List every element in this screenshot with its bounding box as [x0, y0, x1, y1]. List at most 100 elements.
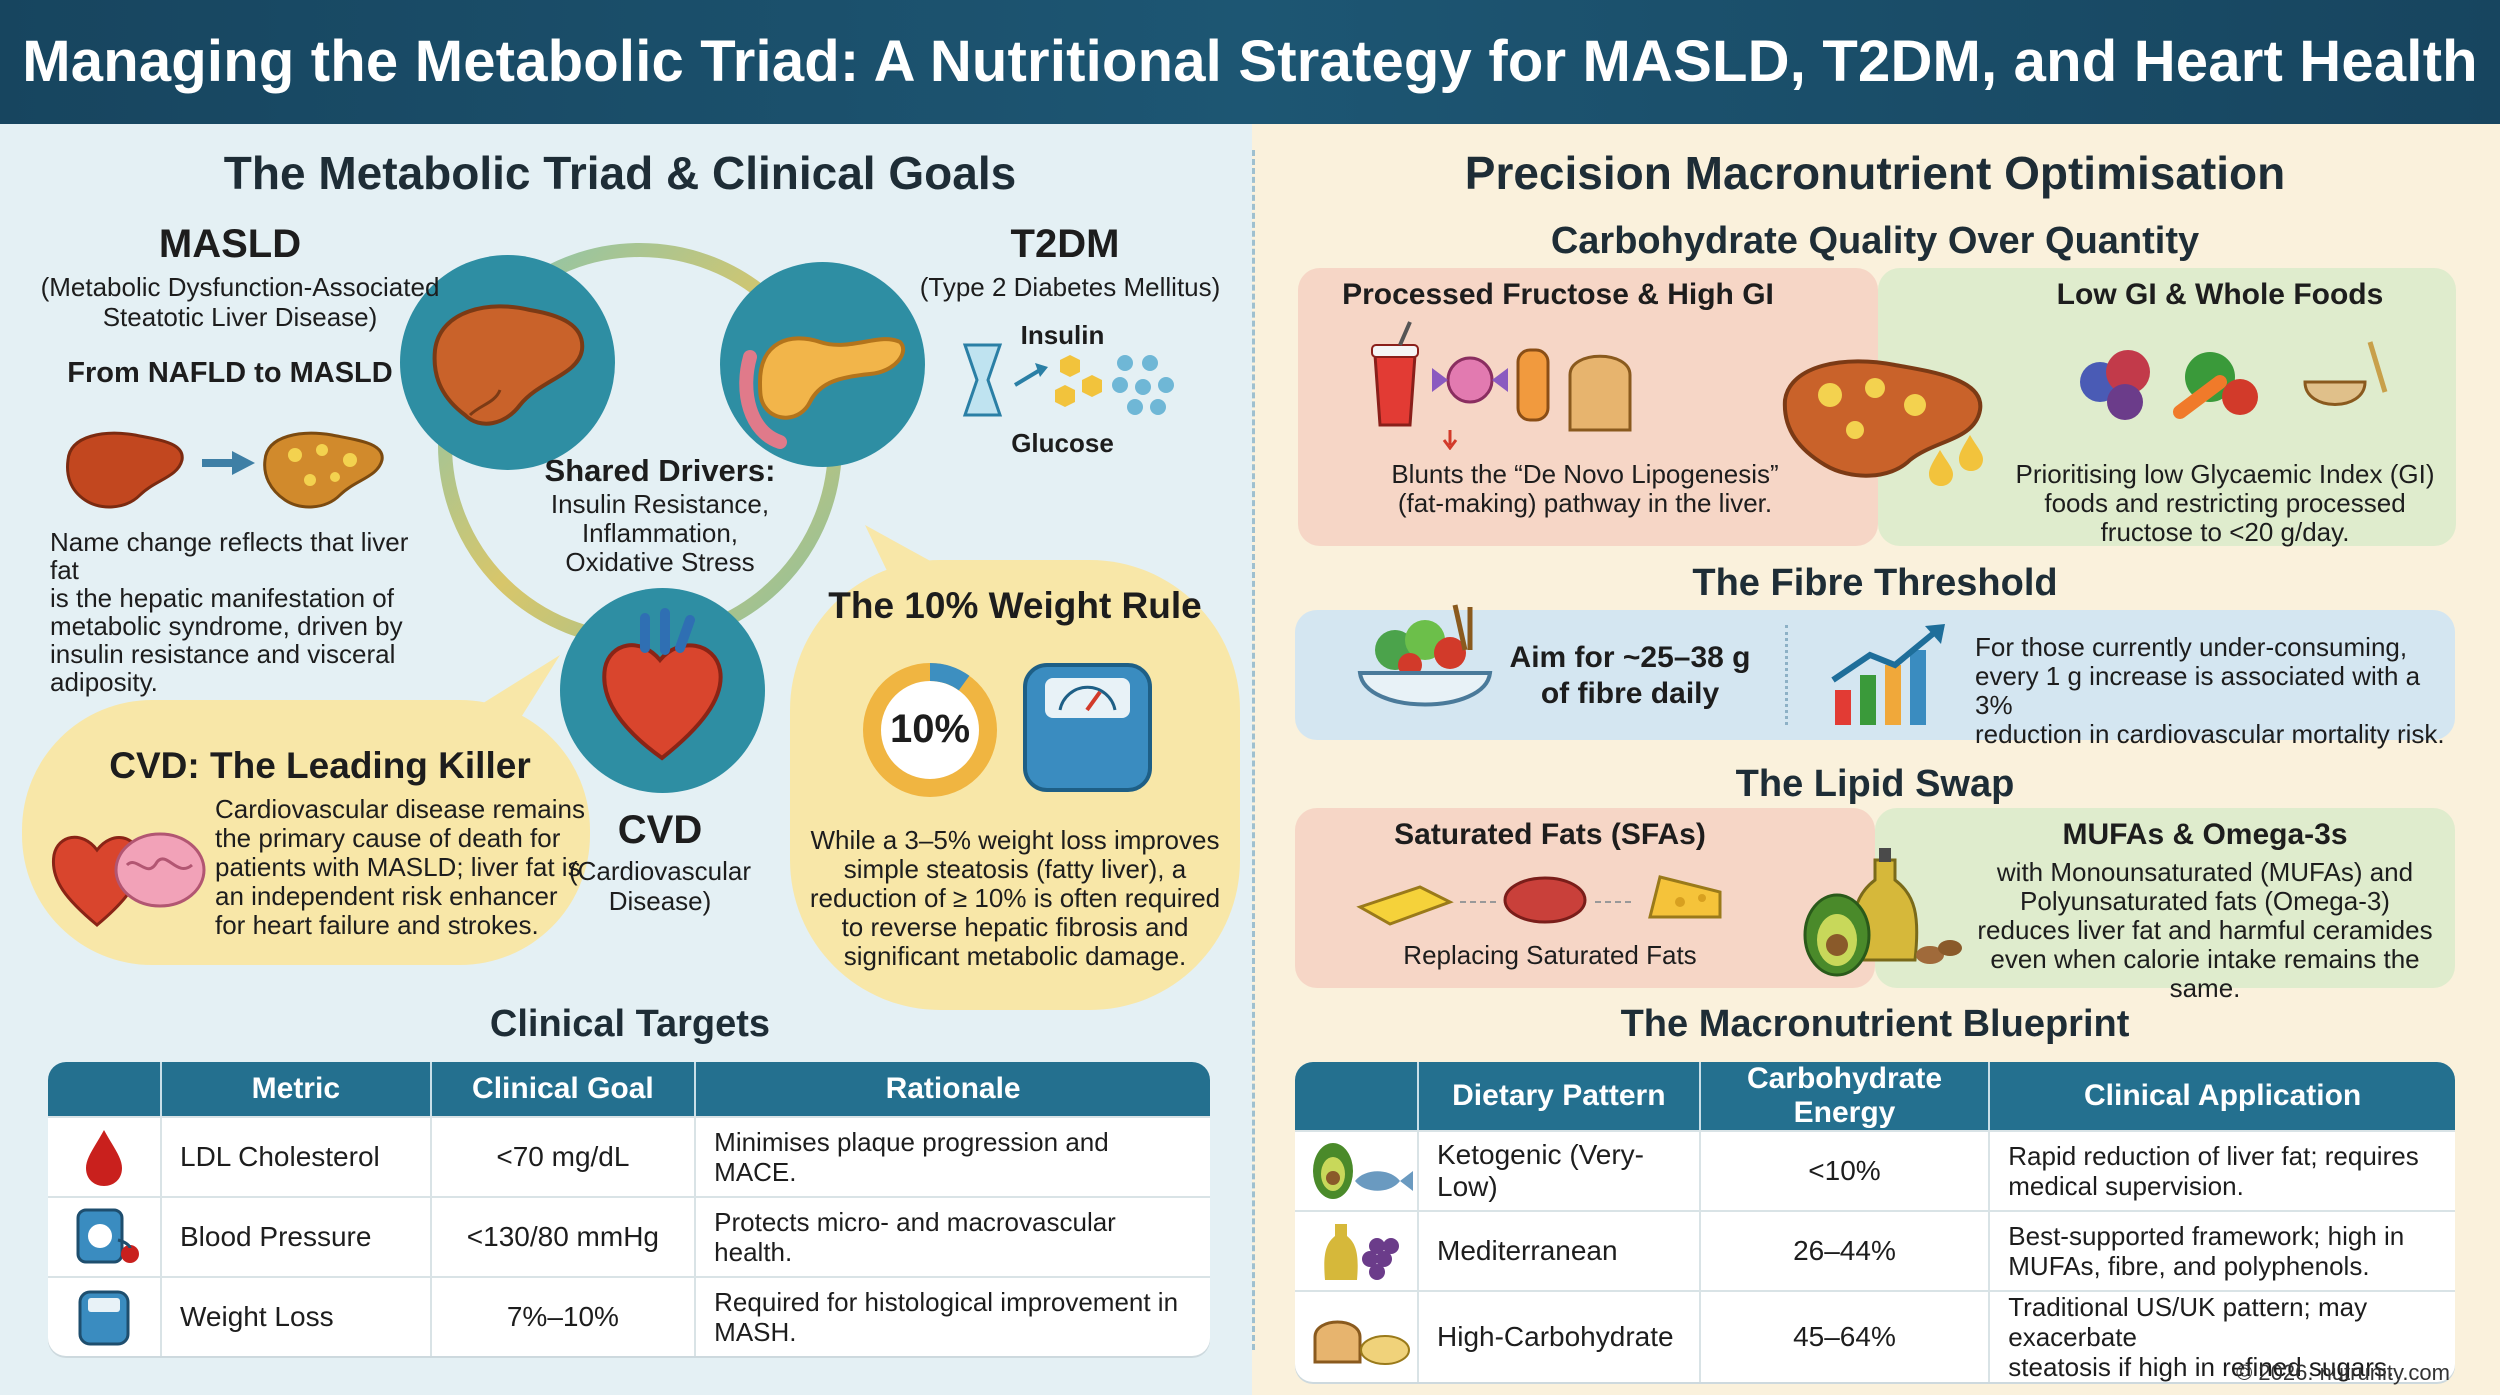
table-cell-metric: LDL Cholesterol	[162, 1116, 432, 1196]
table-header: Clinical Application	[1990, 1062, 2455, 1130]
steak-icon	[1503, 876, 1587, 924]
heart-brain-icon	[51, 832, 206, 927]
sfa-title: Saturated Fats (SFAs)	[1394, 818, 1706, 851]
high-gi-text: Blunts the “De Novo Lipogenesis” (fat-ma…	[1305, 460, 1865, 518]
right-section-title: Precision Macronutrient Optimisation	[1464, 147, 2286, 199]
pancreas-icon	[739, 336, 906, 449]
mufa-title: MUFAs & Omega-3s	[2062, 818, 2348, 851]
table-cell-application: Best-supported framework; high in MUFAs, …	[1990, 1210, 2455, 1290]
table-cell-pattern: High-Carbohydrate	[1419, 1290, 1701, 1382]
table-row: LDL Cholesterol <70 mg/dL Minimises plaq…	[48, 1116, 1210, 1196]
table-row: Blood Pressure <130/80 mmHg Protects mic…	[48, 1196, 1210, 1276]
masld-desc-line: insulin resistance and visceral	[50, 639, 396, 669]
fibre-title: The Fibre Threshold	[1692, 562, 2058, 604]
table-cell-carb: <10%	[1700, 1130, 1991, 1210]
butter-icon	[1356, 885, 1454, 926]
weighing-scale-icon	[1023, 663, 1152, 792]
copyright: © 2026. nutrunity.com	[2236, 1360, 2450, 1385]
table-header: Dietary Pattern	[1419, 1062, 1701, 1130]
fibre-divider	[1785, 625, 1788, 725]
table-cell-carb: 45–64%	[1700, 1290, 1991, 1382]
nafld-to-masld-illustration	[66, 431, 384, 509]
donut-progress-arc	[863, 663, 997, 797]
table-row: Weight Loss 7%–10% Required for histolog…	[48, 1276, 1210, 1356]
low-gi-title: Low GI & Whole Foods	[2056, 278, 2384, 311]
high-gi-line: (fat-making) pathway in the liver.	[1397, 488, 1773, 518]
shared-driver-item: Oxidative Stress	[565, 547, 755, 577]
cheese-icon	[1648, 875, 1722, 919]
healthy-liver-icon	[66, 431, 184, 509]
cvd-text-line: the primary cause of death for	[215, 823, 561, 853]
fibre-text-line: reduction in cardiovascular mortality ri…	[1975, 719, 2445, 749]
fibre-text-line: For those currently under-consuming,	[1975, 632, 2408, 662]
cvd-text-line: an independent risk enhancer	[215, 881, 558, 911]
page-title: Managing the Metabolic Triad: A Nutritio…	[22, 29, 2478, 94]
shared-driver-item: Insulin Resistance,	[550, 489, 770, 519]
masld-desc-line: is the hepatic manifestation of	[50, 583, 394, 613]
masld-fullname-2: Steatotic Liver Disease)	[102, 302, 378, 332]
fibre-text: For those currently under-consuming, eve…	[1975, 633, 2445, 749]
masld-fullname-1: (Metabolic Dysfunction-Associated	[40, 272, 440, 302]
table-cell-pattern: Mediterranean	[1419, 1210, 1701, 1290]
weight-rule-title: The 10% Weight Rule	[828, 585, 1202, 626]
table-cell-goal: <70 mg/dL	[431, 1116, 697, 1196]
cvd-bubble	[22, 700, 590, 965]
fibre-aim-line: Aim for ~25–38 g	[1509, 641, 1751, 674]
processed-foods-icons	[1371, 321, 1632, 450]
avocado-fish-icon	[1295, 1130, 1419, 1210]
cvd-label: CVD	[617, 808, 703, 852]
masld-desc-line: metabolic syndrome, driven by	[50, 611, 403, 641]
growth-chart-icon	[1831, 624, 1945, 725]
cvd-fullname-2: Disease)	[608, 886, 712, 916]
masld-subtitle: From NAFLD to MASLD	[67, 357, 393, 389]
table-header-icon	[1295, 1062, 1419, 1130]
masld-description: Name change reflects that liver fat is t…	[50, 528, 440, 696]
cvd-text-line: for heart failure and strokes.	[215, 910, 539, 940]
fibre-aim-line: of fibre daily	[1540, 677, 1720, 710]
weight-rule-line: reduction of ≥ 10% is often required	[809, 883, 1221, 913]
weight-rule-line: simple steatosis (fatty liver), a	[843, 854, 1187, 884]
whole-foods-icons	[2080, 341, 2388, 420]
weight-rule-bubble	[790, 560, 1240, 1010]
cvd-bubble-tail	[440, 655, 560, 735]
insulin-label: Insulin	[1020, 320, 1105, 350]
cvd-fullname-1: (Cardiovascular	[568, 856, 752, 886]
low-gi-line: foods and restricting processed	[2044, 488, 2406, 518]
masld-desc-line: adiposity.	[50, 667, 158, 697]
carb-title: Carbohydrate Quality Over Quantity	[1550, 220, 2200, 262]
mufa-text-line: even when calorie intake remains the sam…	[1990, 944, 2420, 1003]
glucose-label: Glucose	[1011, 428, 1114, 458]
fatty-liver-drip-icon	[1782, 359, 1983, 486]
table-header: Metric	[162, 1062, 432, 1116]
table-header-row: Metric Clinical Goal Rationale	[48, 1062, 1210, 1116]
cvd-text-line: Cardiovascular disease remains	[215, 794, 585, 824]
mufa-text-line: reduces liver fat and harmful ceramides	[1977, 915, 2433, 945]
table-cell-rationale: Required for histological improvement in…	[696, 1276, 1210, 1356]
saturated-fat-foods-icons	[1356, 875, 1722, 926]
high-gi-line: Blunts the “De Novo Lipogenesis”	[1391, 459, 1779, 489]
syringe-vial-icon	[962, 343, 1003, 417]
insulin-glucose-illustration	[962, 343, 1174, 417]
scale-icon	[48, 1276, 162, 1356]
lipid-title: The Lipid Swap	[1735, 763, 2015, 805]
t2dm-label: T2DM	[1010, 222, 1120, 266]
table-cell-goal: 7%–10%	[431, 1276, 697, 1356]
weight-rule-text: While a 3–5% weight loss improves simple…	[800, 826, 1230, 971]
table-header-row: Dietary Pattern Carbohydrate Energy Clin…	[1295, 1062, 2455, 1130]
grain-bowl-icon	[2303, 380, 2367, 406]
cvd-bubble-title: CVD: The Leading Killer	[109, 745, 531, 786]
fibre-aim: Aim for ~25–38 g of fibre daily	[1505, 640, 1755, 712]
low-gi-text: Prioritising low Glycaemic Index (GI) fo…	[2010, 460, 2440, 547]
low-gi-line: fructose to <20 g/day.	[2100, 517, 2350, 547]
blood-pressure-icon	[48, 1196, 162, 1276]
liver-node	[400, 255, 615, 470]
masld-label: MASLD	[158, 222, 302, 266]
table-cell-metric: Blood Pressure	[162, 1196, 432, 1276]
vegetables-icon	[2185, 352, 2235, 402]
weight-rule-line: to reverse hepatic fibrosis and	[841, 912, 1189, 942]
left-section-title: The Metabolic Triad & Clinical Goals	[223, 147, 1017, 199]
heart-icon	[602, 608, 723, 761]
table-cell-application: Rapid reduction of liver fat; requires me…	[1990, 1130, 2455, 1210]
header-banner: Managing the Metabolic Triad: A Nutritio…	[0, 0, 2500, 124]
table-cell-application: Traditional US/UK pattern; may exacerbat…	[1990, 1290, 2455, 1382]
